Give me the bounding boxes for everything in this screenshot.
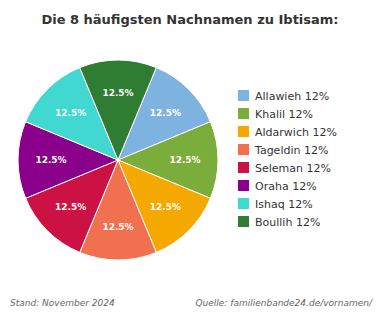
annotation: Stand: November 2024: [10, 298, 115, 308]
legend-swatch: [238, 180, 249, 191]
legend-item: Oraha 12%: [238, 180, 317, 193]
pie: [18, 60, 218, 260]
legend-swatch: [238, 126, 249, 137]
legend-item: Ishaq 12%: [238, 198, 313, 211]
legend-swatch: [238, 108, 249, 119]
data-label: 12.5%: [102, 222, 133, 232]
legend-label: Seleman 12%: [255, 162, 331, 175]
legend-label: Tageldin 12%: [254, 144, 328, 157]
title: Die 8 häufigsten Nachnamen zu Ibtisam:: [41, 12, 338, 27]
legend-label: Oraha 12%: [255, 180, 317, 193]
annotation: Quelle: familienbande24.de/vornamen/: [195, 298, 372, 308]
legend-swatch: [238, 144, 249, 155]
data-label: 12.5%: [150, 202, 181, 212]
legend-item: Aldarwich 12%: [238, 126, 337, 139]
data-labels: 12.5% 12.5% 12.5% 12.5% 12.5% 12.5% 12.5% 12.5%: [35, 88, 200, 232]
data-label: 12.5%: [55, 108, 86, 118]
legend-item: Tageldin 12%: [238, 144, 328, 157]
legend-item: Seleman 12%: [238, 162, 331, 175]
legend-item: Boullih 12%: [238, 216, 320, 229]
pie-slice: [80, 60, 157, 160]
data-label: 12.5%: [150, 108, 181, 118]
legend: Allawieh 12% Khalil 12% Aldarwich 12% Tagel…: [238, 90, 337, 229]
data-label: 12.5%: [55, 202, 86, 212]
legend-label: Aldarwich 12%: [255, 126, 337, 139]
legend-swatch: [238, 216, 249, 227]
legend-label: Allawieh 12%: [255, 90, 329, 103]
legend-label: Boullih 12%: [255, 216, 320, 229]
legend-swatch: [238, 162, 249, 173]
legend-item: Allawieh 12%: [238, 90, 329, 103]
legend-label: Khalil 12%: [255, 108, 313, 121]
data-label: 12.5%: [169, 155, 200, 165]
legend-swatch: [238, 198, 249, 209]
data-label: 12.5%: [35, 155, 66, 165]
legend-swatch: [238, 90, 249, 101]
chart: Die 8 häufigsten Nachnamen zu Ibtisam: 12…: [0, 0, 380, 316]
legend-label: Ishaq 12%: [255, 198, 313, 211]
data-label: 12.5%: [102, 88, 133, 98]
legend-item: Khalil 12%: [238, 108, 313, 121]
